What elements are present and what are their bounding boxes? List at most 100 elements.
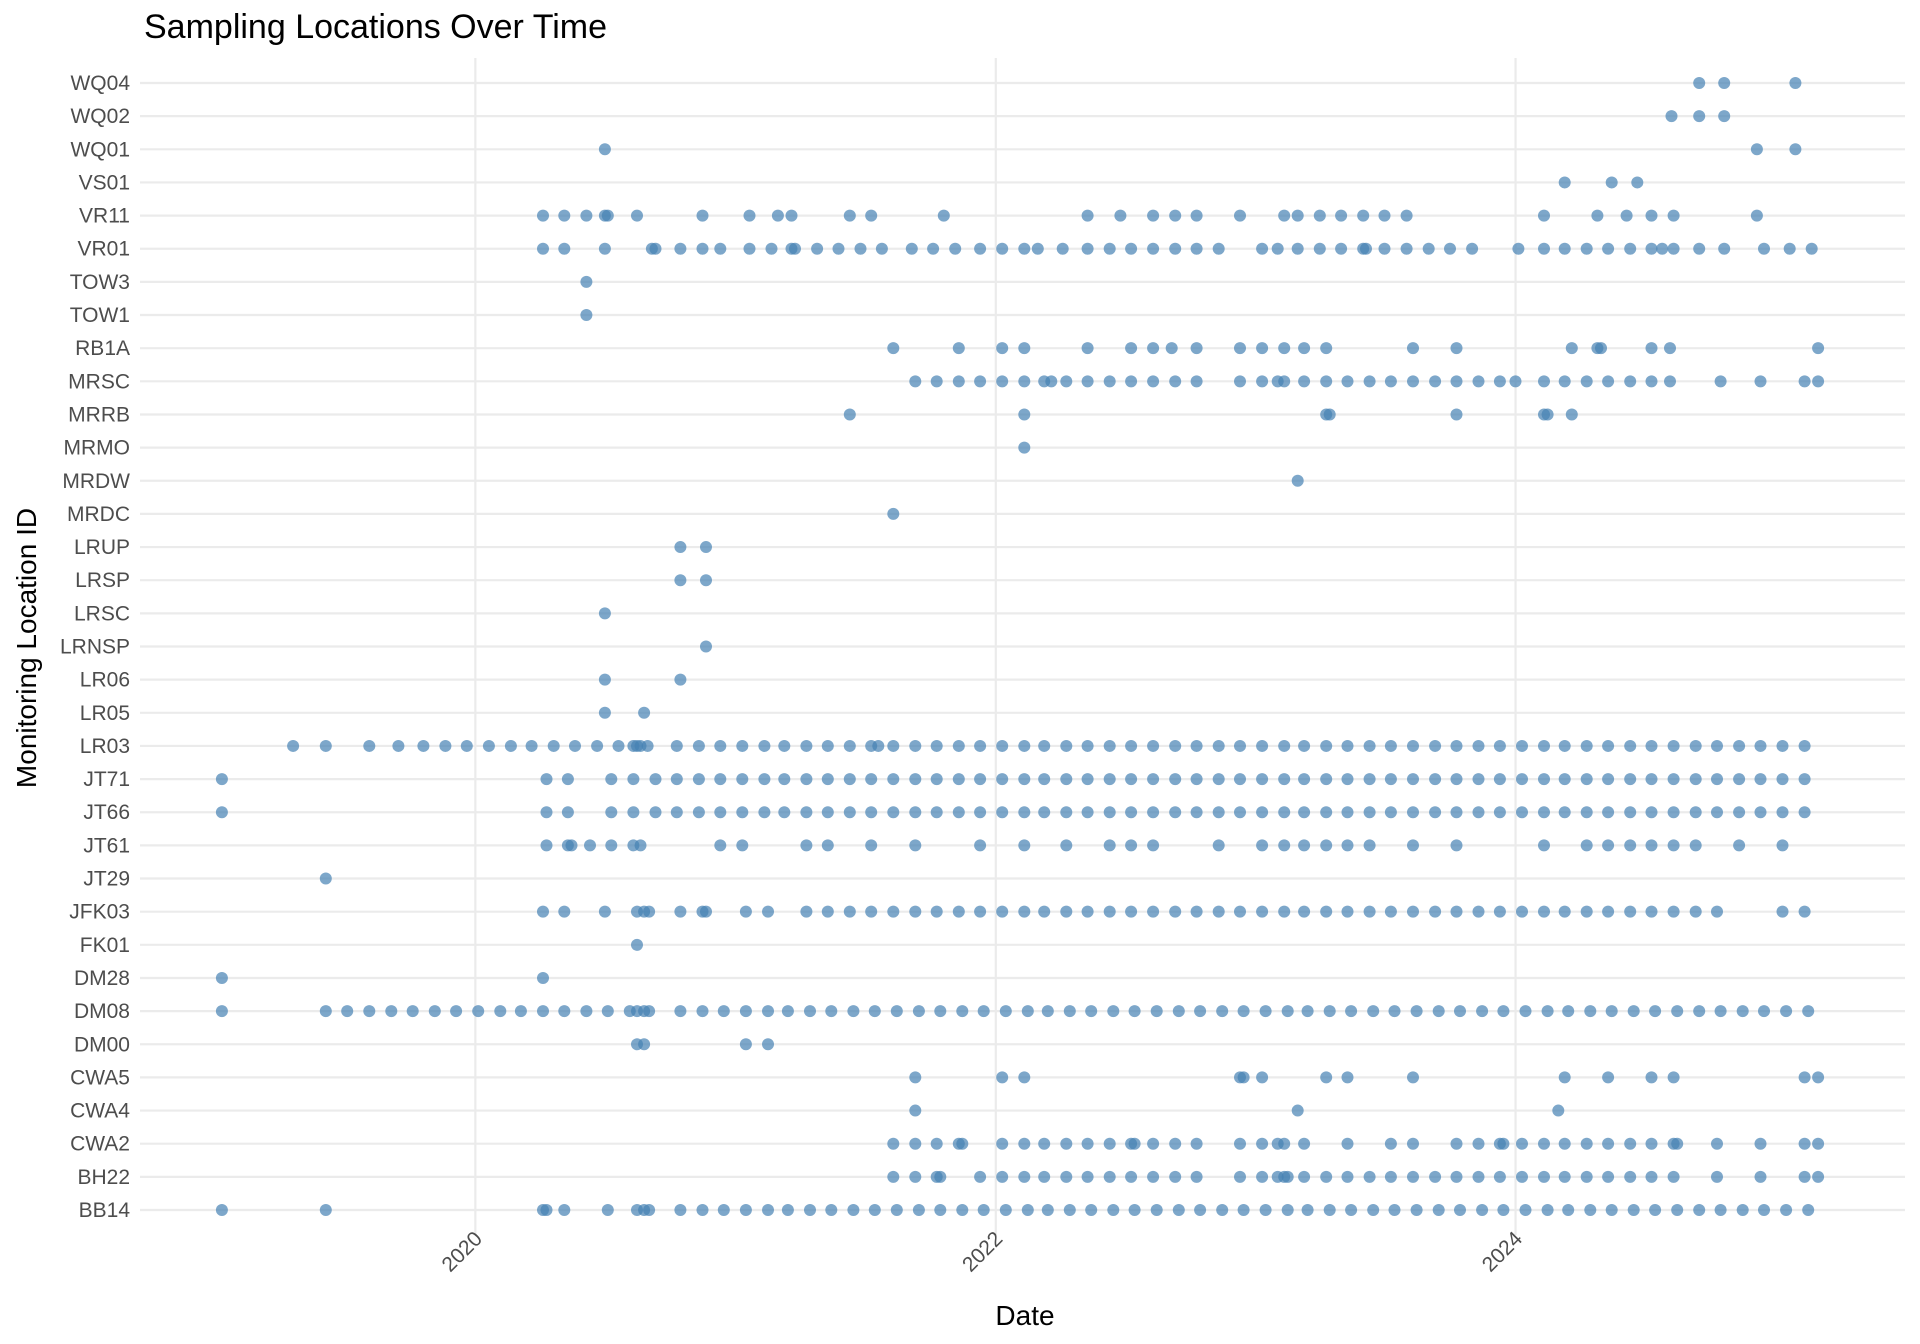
data-point bbox=[1018, 1137, 1031, 1150]
data-point bbox=[696, 1005, 709, 1018]
data-point bbox=[930, 806, 943, 819]
y-tick-label: BH22 bbox=[77, 1166, 130, 1189]
data-point bbox=[736, 806, 749, 819]
data-point bbox=[781, 1204, 794, 1216]
data-point bbox=[670, 773, 683, 786]
data-point bbox=[1081, 375, 1094, 388]
data-point bbox=[887, 1170, 900, 1183]
data-point bbox=[540, 1204, 553, 1216]
data-point bbox=[1125, 342, 1138, 355]
data-point bbox=[1103, 375, 1116, 388]
data-point bbox=[1320, 806, 1333, 819]
data-point bbox=[996, 375, 1009, 388]
data-point bbox=[580, 275, 593, 288]
data-point bbox=[1580, 1170, 1593, 1183]
data-point bbox=[1754, 1137, 1767, 1150]
data-point bbox=[537, 1005, 549, 1018]
data-point bbox=[1450, 1137, 1463, 1150]
data-point bbox=[847, 1005, 860, 1018]
data-point bbox=[1320, 375, 1333, 388]
data-point bbox=[714, 242, 727, 255]
data-point bbox=[1256, 739, 1269, 752]
data-point bbox=[1081, 342, 1094, 355]
data-point bbox=[1580, 905, 1593, 918]
data-point bbox=[930, 375, 943, 388]
data-point bbox=[1278, 375, 1291, 388]
data-point bbox=[1335, 242, 1348, 255]
data-point bbox=[1256, 773, 1269, 786]
data-point bbox=[1667, 1170, 1680, 1183]
data-point bbox=[670, 806, 683, 819]
data-point bbox=[1367, 1005, 1380, 1018]
data-point bbox=[1711, 739, 1723, 752]
data-point bbox=[287, 739, 300, 752]
data-point bbox=[1114, 209, 1127, 222]
data-point bbox=[1107, 1204, 1120, 1216]
data-point bbox=[1407, 905, 1419, 918]
data-point bbox=[1169, 1137, 1182, 1150]
data-point bbox=[1711, 1170, 1723, 1183]
data-point bbox=[1671, 1005, 1684, 1018]
y-tick-label: CWA4 bbox=[70, 1100, 130, 1123]
data-point bbox=[1693, 1005, 1706, 1018]
data-point bbox=[1605, 176, 1618, 189]
data-point bbox=[1212, 242, 1225, 255]
data-point bbox=[887, 1137, 900, 1150]
data-point bbox=[1516, 806, 1528, 819]
data-point bbox=[934, 1005, 947, 1018]
data-point bbox=[631, 209, 643, 222]
data-point bbox=[1429, 739, 1442, 752]
data-point bbox=[1256, 242, 1269, 255]
data-point bbox=[1519, 1204, 1532, 1216]
data-point bbox=[1714, 1204, 1727, 1216]
data-point bbox=[1018, 242, 1031, 255]
data-point bbox=[1190, 1170, 1203, 1183]
data-point bbox=[696, 1204, 709, 1216]
y-tick-label: WQ02 bbox=[70, 105, 130, 128]
data-point bbox=[1298, 839, 1311, 852]
data-point bbox=[598, 607, 611, 620]
y-tick-label: LRUP bbox=[74, 536, 130, 559]
data-point bbox=[1450, 1170, 1463, 1183]
y-tick-label: MRRB bbox=[68, 403, 130, 426]
data-point bbox=[580, 1005, 593, 1018]
data-point bbox=[717, 1005, 730, 1018]
y-tick-label: TOW1 bbox=[70, 304, 130, 327]
x-axis-tick-labels: 2020 2022 2024 bbox=[438, 1227, 1528, 1277]
y-tick-label: LRNSP bbox=[60, 636, 130, 659]
data-point bbox=[952, 342, 965, 355]
data-point bbox=[1384, 1170, 1397, 1183]
data-point bbox=[1736, 1005, 1749, 1018]
data-point bbox=[1103, 1170, 1116, 1183]
data-point bbox=[1298, 739, 1311, 752]
data-point bbox=[832, 242, 845, 255]
data-point bbox=[887, 905, 900, 918]
data-point bbox=[1454, 1005, 1466, 1018]
data-point bbox=[952, 905, 965, 918]
data-point bbox=[1783, 242, 1796, 255]
data-point bbox=[1602, 905, 1615, 918]
data-point bbox=[1538, 806, 1550, 819]
data-point bbox=[1645, 806, 1658, 819]
data-point bbox=[1259, 1005, 1272, 1018]
data-point bbox=[1407, 739, 1419, 752]
data-point bbox=[1624, 806, 1637, 819]
data-point bbox=[778, 773, 791, 786]
data-point bbox=[1519, 1005, 1532, 1018]
data-point bbox=[1812, 1137, 1825, 1150]
data-point bbox=[1125, 375, 1138, 388]
data-point bbox=[804, 1204, 816, 1216]
data-point bbox=[909, 1104, 922, 1117]
data-point bbox=[1172, 1005, 1185, 1018]
data-point bbox=[1429, 375, 1442, 388]
data-point bbox=[912, 1204, 925, 1216]
data-point bbox=[1595, 342, 1607, 355]
data-point bbox=[1407, 342, 1419, 355]
data-point bbox=[743, 209, 756, 222]
data-point bbox=[1018, 375, 1031, 388]
data-point bbox=[974, 739, 987, 752]
data-point bbox=[1169, 806, 1182, 819]
data-point bbox=[1169, 242, 1182, 255]
data-point bbox=[1063, 1204, 1076, 1216]
data-point bbox=[1538, 773, 1550, 786]
